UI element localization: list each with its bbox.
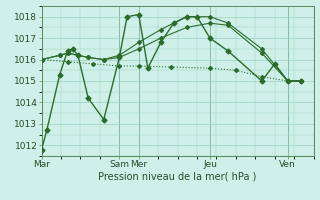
X-axis label: Pression niveau de la mer( hPa ): Pression niveau de la mer( hPa )	[99, 172, 257, 182]
